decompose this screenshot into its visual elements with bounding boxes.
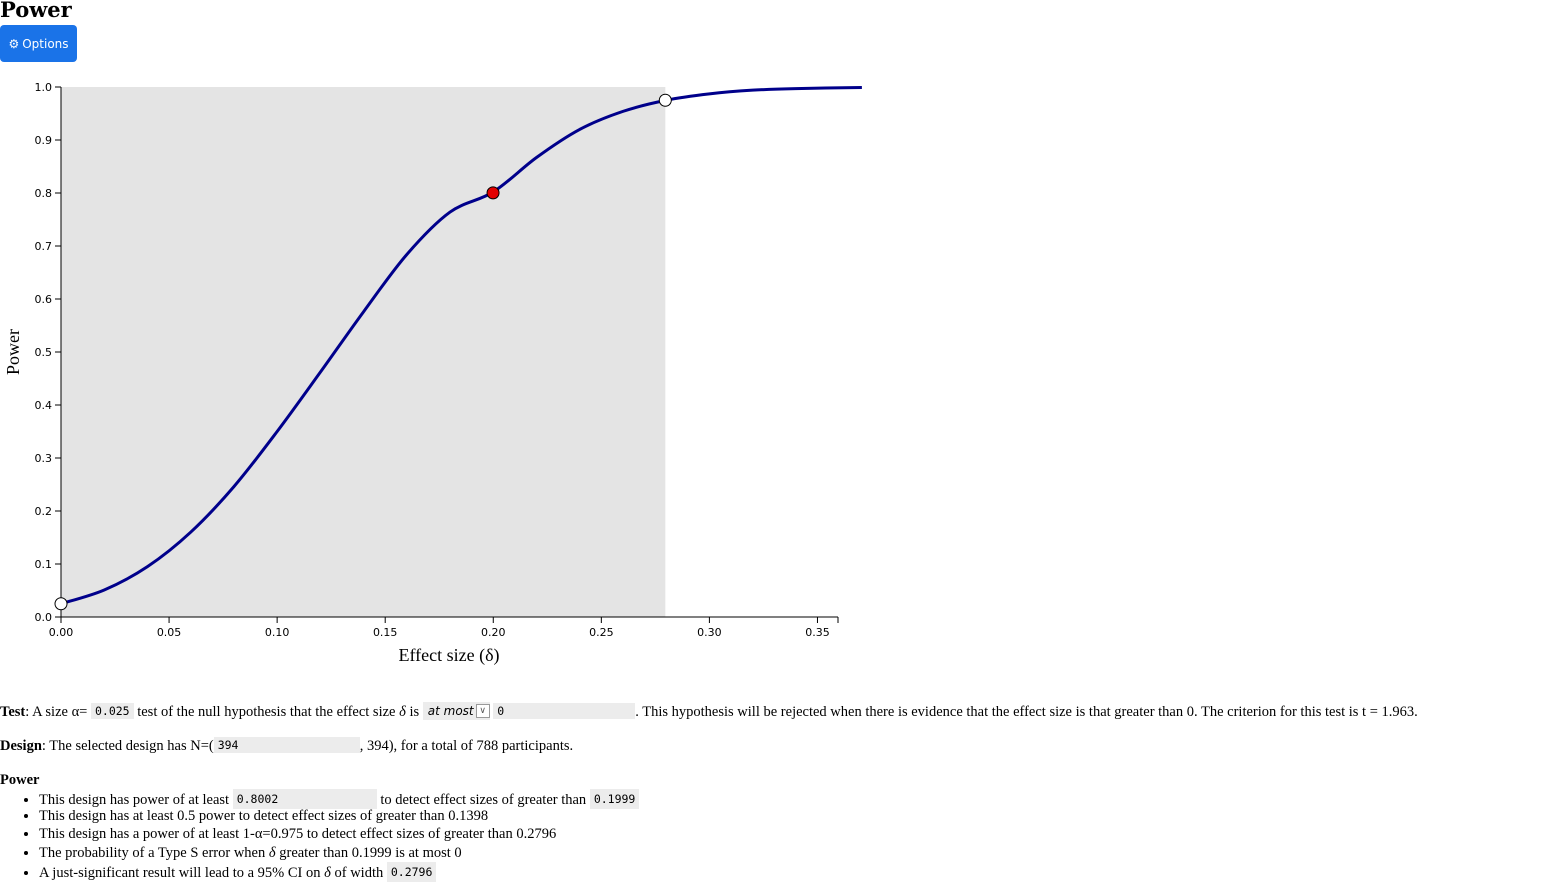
power-heading: Power [0,772,40,788]
y-tick-label: 0.8 [35,187,53,200]
endpoint-marker[interactable] [658,93,672,107]
alpha-input[interactable]: 0.025 [90,703,134,719]
test-paragraph: Test: A size α= 0.025 test of the null h… [0,702,1418,721]
y-axis-label: Power [3,329,23,375]
y-tick-label: 0.5 [35,346,53,359]
effect-size-input[interactable]: 0.1999 [589,789,640,809]
y-tick-label: 0.2 [35,505,53,518]
item-text: This design has at least 0.5 power to de… [39,808,489,825]
test-label: Test [0,704,26,720]
test-text-2: test of the null hypothesis that the eff… [133,704,400,720]
n-input[interactable]: 394 [213,737,360,753]
x-axis-label: Effect size (δ) [398,645,499,666]
y-tick-label: 1.0 [35,81,53,94]
item-text: to detect effect sizes of greater than [376,792,590,808]
power-list: This design has power of at least 0.8002… [0,789,640,882]
item-text: This design has power of at least [39,792,233,808]
options-button[interactable]: ⚙ Options [0,25,77,62]
null-value-input[interactable]: 0 [493,703,636,719]
options-label: Options [22,36,69,51]
delta-symbol: δ [324,864,331,881]
delta-symbol: δ [399,704,406,720]
endpoint-marker[interactable] [54,597,68,611]
y-tick-label: 0.4 [35,399,53,412]
gear-icon: ⚙ [8,36,20,51]
item-text: This design has a power of at least 1-α=… [39,826,557,843]
x-tick-label: 0.30 [697,626,722,639]
test-text-4: . This hypothesis will be rejected when … [635,704,1418,720]
design-paragraph: Design: The selected design has N=(394, … [0,737,573,755]
item-text: of width [330,864,387,881]
design-text-1: : The selected design has N=( [41,738,214,754]
list-item: A just-significant result will lead to a… [39,861,639,882]
x-tick-label: 0.35 [805,626,830,639]
delta-symbol: δ [268,844,276,861]
power-input[interactable]: 0.8002 [232,789,377,809]
y-tick-label: 0.1 [35,558,53,571]
x-tick-label: 0.25 [589,626,614,639]
y-tick-label: 0.3 [35,452,53,465]
design-text-2: , 394), for a total of 788 participants. [359,738,574,754]
page-title: Power [0,0,72,22]
x-tick-label: 0.15 [373,626,398,639]
x-tick-label: 0.20 [481,626,506,639]
item-text: The probability of a Type S error when [39,844,269,861]
shaded-region [61,87,666,617]
ci-width-value: 0.2796 [386,861,437,882]
item-text: greater than 0.1999 is at most 0 [275,844,462,861]
power-chart[interactable]: 0.0 0.1 0.2 0.3 0.4 0.5 0.6 0.7 0.8 0.9 1.0 0.00 0.0… [0,70,870,670]
x-tick-label: 0.00 [49,626,74,639]
direction-value: at most [427,704,474,718]
x-tick-label: 0.10 [265,626,290,639]
item-text: A just-significant result will lead to a… [39,864,325,881]
list-item: This design has a power of at least 1-α=… [39,825,639,843]
y-tick-label: 0.6 [35,293,53,306]
power-curve-line [60,86,862,606]
y-tick-label: 0.9 [35,134,53,147]
test-text-1: : A size α= [25,704,91,720]
list-item: The probability of a Type S error when δ… [39,844,639,862]
x-tick-label: 0.05 [157,626,182,639]
list-item: This design has at least 0.5 power to de… [39,807,639,825]
design-label: Design [0,738,42,754]
chevron-down-icon[interactable]: ∨ [475,704,490,718]
list-item: This design has power of at least 0.8002… [39,789,640,809]
test-text-3: is [405,704,423,720]
direction-select[interactable]: at most ∨ [422,702,490,720]
y-tick-label: 0.7 [35,240,53,253]
selected-point-marker[interactable] [486,186,500,200]
y-tick-label: 0.0 [35,611,53,624]
